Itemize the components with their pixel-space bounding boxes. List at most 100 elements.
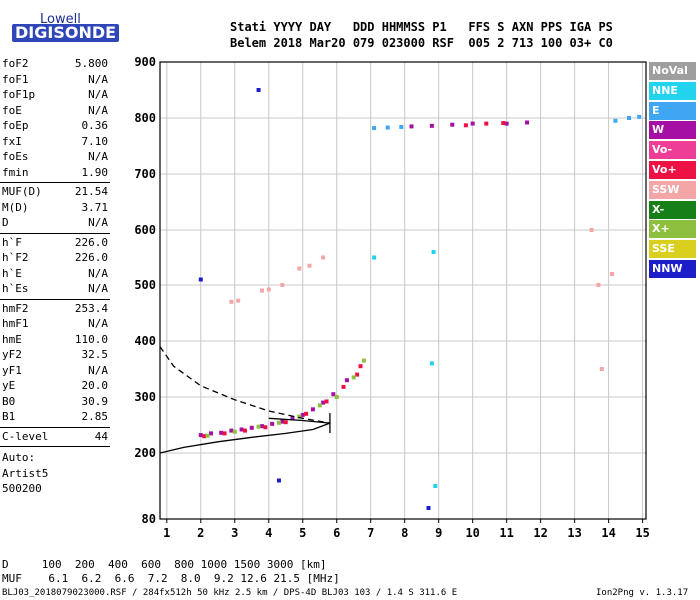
param-label: fmin: [2, 165, 29, 179]
data-point-ssw: [297, 266, 302, 271]
data-point-e: [627, 116, 632, 120]
data-point-vo: [283, 420, 288, 425]
data-point-x: [317, 403, 322, 408]
data-point-w: [280, 419, 285, 424]
data-point-w: [331, 392, 336, 397]
footer-distance: D 100 200 400 600 800 1000 1500 3000 [km…: [2, 558, 327, 571]
y-tick-label: 900: [134, 55, 156, 69]
data-point-w: [198, 433, 203, 438]
param-value: 5.800: [74, 57, 108, 70]
legend-ssw: SSW: [649, 180, 696, 199]
footer-version: Ion2Png v. 1.3.17: [596, 588, 689, 598]
data-point-nnw: [276, 478, 281, 483]
data-point-x: [256, 424, 261, 429]
x-tick-label: 13: [567, 526, 581, 540]
param-label: foEp: [2, 119, 29, 132]
param-mufd: MUF(D) 21.54: [2, 185, 108, 199]
param-label: B0: [2, 394, 16, 408]
param-fmin: fmin 1.90: [2, 166, 108, 180]
param-label: h`E: [2, 266, 22, 280]
header-labels: Stati YYYY DAY DDD HHMMSS P1 FFS S AXN P…: [230, 20, 613, 34]
param-label: h`Es: [2, 282, 29, 295]
data-point-ssw: [266, 287, 271, 292]
x-tick-label: 14: [601, 526, 615, 540]
param-value: N/A: [88, 150, 108, 163]
param-label: foEs: [2, 150, 29, 163]
y-tick-label: 500: [134, 278, 156, 292]
data-point-ssw: [610, 272, 615, 276]
x-tick-label: 10: [465, 526, 479, 540]
legend-noval: NoVal: [649, 62, 696, 80]
auto-scaling-info: 500200: [2, 482, 42, 495]
param-label: C-level: [2, 429, 49, 443]
param-label: foF1p: [2, 88, 36, 101]
x-tick-label: 1: [163, 526, 170, 540]
data-point-nnw: [256, 88, 261, 92]
y-tick-label: 80: [142, 512, 156, 526]
profile-dashed: [159, 346, 331, 424]
data-point-e: [385, 125, 390, 130]
data-point-nne: [372, 255, 377, 260]
data-point-w: [429, 123, 434, 128]
param-label: yF1: [2, 363, 22, 377]
data-point-nne: [433, 484, 438, 488]
param-foes: foEs N/A: [2, 150, 108, 164]
footer-file-info: BLJ03_2018079023000.RSF / 284fx512h 50 k…: [2, 588, 458, 598]
data-point-ssw: [280, 283, 285, 287]
legend-sse: SSE: [649, 240, 696, 259]
param-value: 7.10: [81, 134, 109, 148]
param-value: 21.54: [74, 185, 108, 198]
param-value: 2.85: [81, 410, 109, 423]
param-ye: yE 20.0: [2, 379, 108, 393]
data-point-e: [637, 114, 642, 119]
data-point-x: [232, 429, 237, 434]
data-point-w: [344, 378, 349, 383]
param-fxi: fxI 7.10: [2, 135, 108, 149]
param-value: 1.90: [81, 165, 109, 179]
data-point-ssw: [321, 255, 326, 260]
param-label: fxI: [2, 134, 22, 148]
param-value: N/A: [88, 266, 108, 280]
param-value: N/A: [88, 103, 108, 117]
legend-x: X+: [649, 220, 696, 239]
data-point-vo: [484, 121, 489, 126]
data-point-w: [321, 400, 326, 405]
param-label: hmF2: [2, 301, 29, 315]
x-tick-label: 4: [265, 526, 272, 540]
logo-lowell: Lowell: [40, 12, 81, 27]
data-point-ssw: [589, 228, 594, 232]
param-yf1: yF1 N/A: [2, 364, 108, 378]
param-label: hmF1: [2, 317, 29, 330]
param-label: yF2: [2, 348, 22, 361]
param-label: D: [2, 216, 9, 229]
param-label: yE: [2, 379, 16, 392]
data-point-w: [239, 427, 244, 432]
param-value: N/A: [88, 363, 108, 377]
param-fof1p: foF1p N/A: [2, 88, 108, 102]
param-separator: [0, 232, 110, 234]
param-hf: h`F 226.0: [2, 236, 108, 250]
data-point-vo: [242, 428, 247, 433]
auto-scaling-info: Artist5: [2, 466, 49, 480]
data-point-x: [297, 414, 302, 419]
data-point-ssw: [229, 299, 234, 304]
param-separator: [0, 446, 110, 447]
y-tick-label: 400: [134, 334, 156, 348]
param-label: foF2: [2, 57, 29, 70]
x-tick-label: 8: [401, 526, 408, 540]
data-point-e: [372, 126, 377, 131]
data-point-w: [470, 121, 475, 126]
data-point-vo: [341, 384, 346, 389]
data-point-vo: [355, 372, 360, 377]
param-value: 30.9: [81, 394, 109, 408]
x-tick-label: 9: [435, 526, 442, 540]
data-point-vo: [263, 425, 268, 430]
param-value: 226.0: [74, 251, 108, 264]
data-point-w: [270, 421, 275, 426]
data-point-x: [361, 358, 366, 363]
param-value: 20.0: [81, 379, 109, 392]
x-tick-label: 12: [533, 526, 547, 540]
data-point-e: [399, 124, 404, 129]
data-point-x: [205, 433, 210, 438]
data-point-w: [310, 407, 315, 412]
